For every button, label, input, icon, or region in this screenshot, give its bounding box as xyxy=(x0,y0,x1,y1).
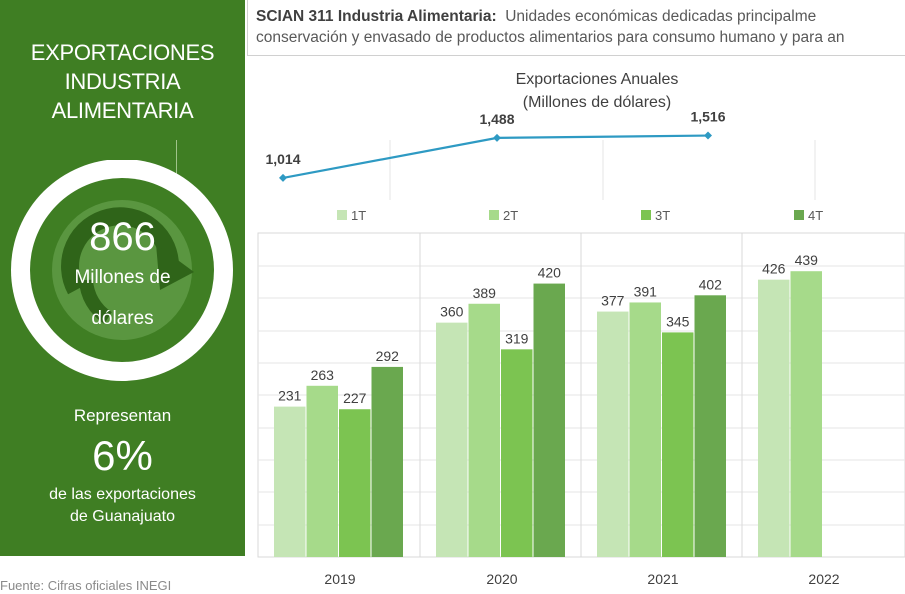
share-description-line: de las exportaciones xyxy=(49,486,196,503)
bar-data-label: 420 xyxy=(538,265,562,281)
share-description: de las exportaciones de Guanajuato xyxy=(0,484,245,528)
bar xyxy=(758,279,790,557)
bar-data-label: 389 xyxy=(473,285,497,301)
bar xyxy=(790,271,822,557)
represent-label: Representan xyxy=(73,406,172,425)
legend-swatch xyxy=(489,210,499,220)
legend-swatch xyxy=(794,210,804,220)
export-unit-line1: Millones de xyxy=(74,267,171,288)
legend-label: 4T xyxy=(808,208,823,223)
bar xyxy=(694,295,726,557)
line-series xyxy=(282,134,709,180)
description-line-2: conservación y envasado de productos ali… xyxy=(256,29,845,46)
bar xyxy=(533,283,565,557)
bar xyxy=(371,366,403,557)
legend-swatch xyxy=(337,210,347,220)
source-note: Fuente: Cifras oficiales INEGI xyxy=(0,578,172,593)
share-description-line: de Guanajuato xyxy=(70,508,175,525)
bar-data-label: 377 xyxy=(601,293,625,309)
line-point xyxy=(279,173,287,182)
category-label: 2020 xyxy=(486,571,517,587)
recycle-ring-icon xyxy=(11,160,233,381)
line-point xyxy=(704,131,712,140)
legend-swatch xyxy=(641,210,651,220)
summary-panel: EXPORTACIONES INDUSTRIA ALIMENTARIA 866 … xyxy=(0,0,245,556)
bar-data-label: 360 xyxy=(440,304,464,320)
decorative-divider xyxy=(176,140,177,180)
category-label: 2019 xyxy=(324,571,355,587)
bar xyxy=(274,406,306,557)
bar xyxy=(597,311,629,557)
legend-label: 2T xyxy=(503,208,518,223)
scian-description: SCIAN 311 Industria Alimentaria: Unidade… xyxy=(247,0,905,56)
bar-data-label: 292 xyxy=(376,348,400,364)
panel-title-line: EXPORTACIONES xyxy=(30,40,215,65)
bar xyxy=(629,302,661,557)
bar-data-label: 391 xyxy=(634,283,658,299)
bar xyxy=(339,409,371,557)
share-percent: 6% xyxy=(92,432,153,479)
export-unit-line2: dólares xyxy=(91,308,154,329)
line-chart-title: Exportaciones Anuales xyxy=(516,71,679,88)
legend-label: 1T xyxy=(351,208,366,223)
bar xyxy=(501,349,533,557)
category-label: 2022 xyxy=(808,571,839,587)
panel-title-line: ALIMENTARIA xyxy=(51,98,194,123)
bar-data-label: 231 xyxy=(278,388,302,404)
description-rest: Unidades económicas dedicadas principalm… xyxy=(505,8,817,25)
bar xyxy=(306,385,338,557)
bar-data-label: 319 xyxy=(505,330,529,346)
panel-title-line: INDUSTRIA xyxy=(64,69,181,94)
line-data-label: 1,488 xyxy=(479,111,514,127)
description-bold: SCIAN 311 Industria Alimentaria: xyxy=(256,8,497,25)
line-chart-subtitle: (Millones de dólares) xyxy=(523,94,672,111)
bar-data-label: 345 xyxy=(666,313,690,329)
bar-data-label: 227 xyxy=(343,390,367,406)
legend-label: 3T xyxy=(655,208,670,223)
line-point xyxy=(493,133,501,142)
bar xyxy=(468,303,500,557)
panel-title: EXPORTACIONES INDUSTRIA ALIMENTARIA xyxy=(0,38,245,125)
bar xyxy=(436,322,468,557)
bar-data-label: 402 xyxy=(699,276,723,292)
bar-data-label: 263 xyxy=(311,367,335,383)
bar xyxy=(662,332,694,557)
bar-data-label: 426 xyxy=(762,261,786,277)
line-data-label: 1,014 xyxy=(265,151,300,167)
category-label: 2021 xyxy=(647,571,678,587)
export-value: 866 xyxy=(89,215,156,259)
bar-data-label: 439 xyxy=(795,252,819,268)
line-data-label: 1,516 xyxy=(690,109,725,125)
description-line-1: SCIAN 311 Industria Alimentaria: Unidade… xyxy=(256,6,905,27)
